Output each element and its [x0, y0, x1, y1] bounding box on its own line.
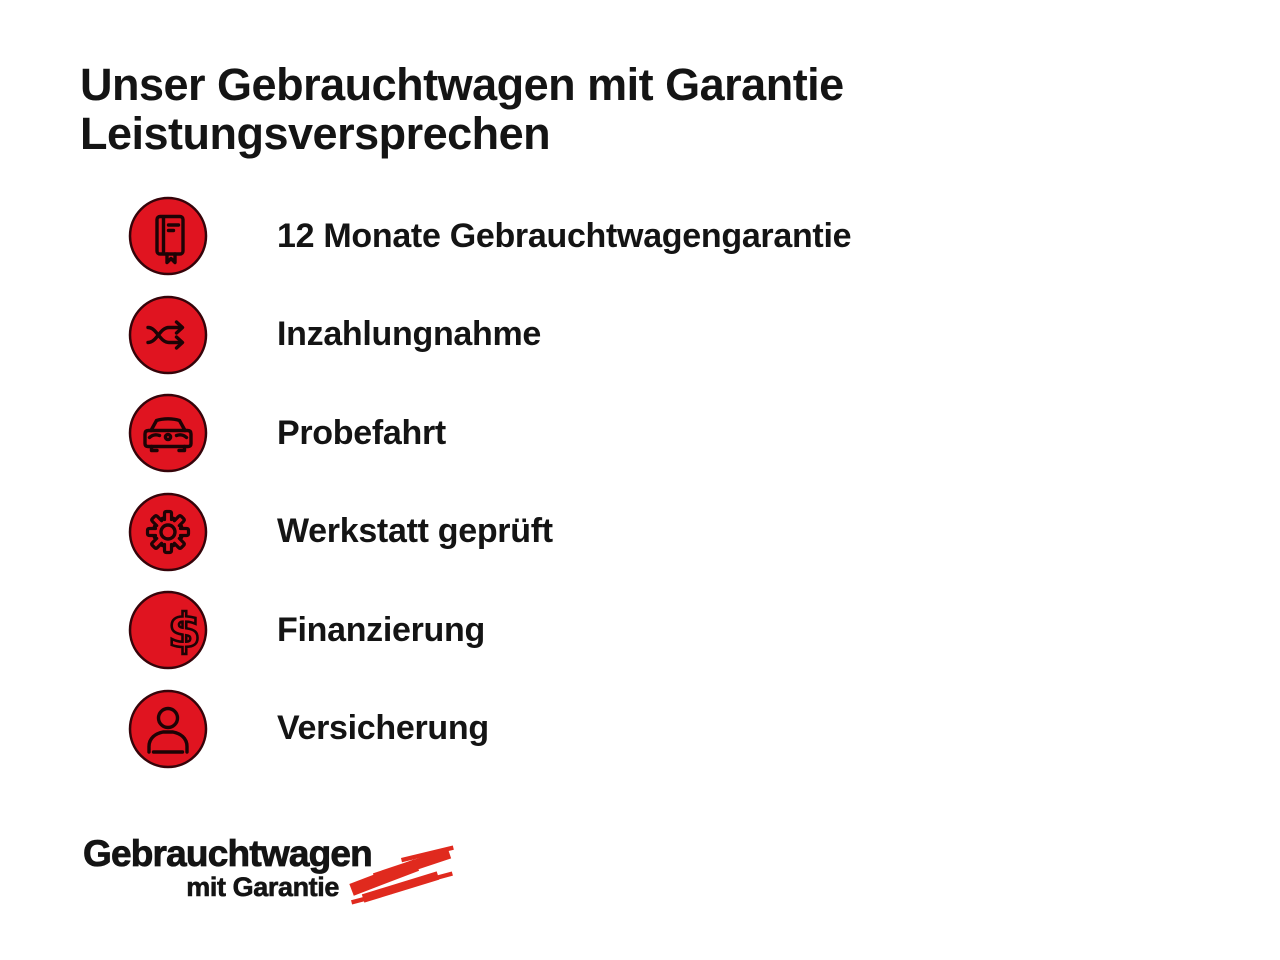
logo-text-line2: mit Garantie	[186, 872, 340, 903]
car-icon	[128, 393, 208, 473]
gebrauchtwagen-mit-garantie-logo: Gebrauchtwagen mit Garantie	[83, 833, 375, 903]
page-title-line2: Leistungsversprechen	[80, 108, 551, 159]
person-icon	[128, 689, 208, 769]
list-item-label: Inzahlungnahme	[277, 315, 542, 353]
trade-in-shuffle-icon	[128, 295, 208, 375]
gear-icon	[128, 492, 208, 572]
page-title-line1: Unser Gebrauchtwagen mit Garantie	[80, 59, 844, 110]
list-item: $ Finanzierung	[128, 590, 851, 670]
list-item: Probefahrt	[128, 393, 851, 473]
benefits-list: 12 Monate Gebrauchtwagengarantie Inzahlu…	[128, 196, 852, 769]
warranty-booklet-icon	[128, 196, 208, 276]
list-item: Inzahlungnahme	[128, 295, 851, 375]
red-brush-swoosh-icon	[349, 845, 454, 905]
list-item-label: Versicherung	[277, 709, 489, 747]
page-title: Unser Gebrauchtwagen mit Garantie Leistun…	[80, 60, 844, 158]
list-item: Werkstatt geprüft	[128, 492, 851, 572]
list-item-label: 12 Monate Gebrauchtwagengarantie	[277, 216, 852, 255]
list-item-label: Probefahrt	[277, 413, 446, 452]
dollar-icon: $	[128, 590, 208, 670]
list-item-label: Werkstatt geprüft	[277, 512, 553, 550]
list-item: Versicherung	[128, 689, 851, 769]
list-item: 12 Monate Gebrauchtwagengarantie	[128, 196, 852, 276]
svg-text:$: $	[168, 604, 201, 659]
logo-text-line1: Gebrauchtwagen	[83, 833, 374, 875]
list-item-label: Finanzierung	[277, 610, 485, 649]
